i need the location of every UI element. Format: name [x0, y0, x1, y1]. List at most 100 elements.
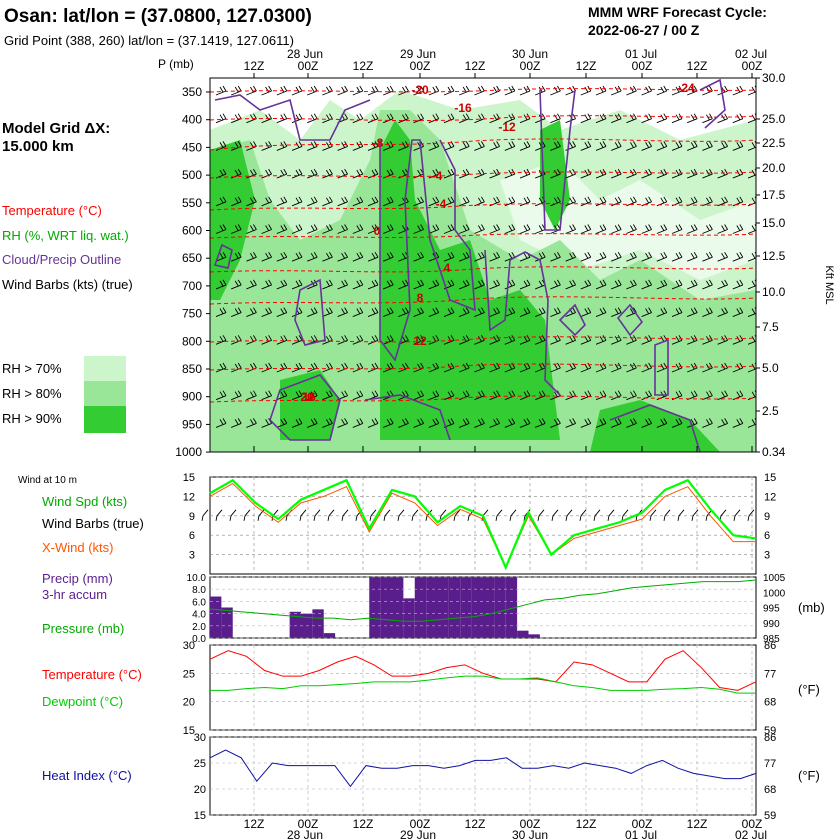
precip-ticks: 0.02.04.0 6.08.010.0	[187, 573, 207, 645]
dewpoint-label: Dewpoint (°C)	[42, 694, 123, 709]
wind-barb	[367, 224, 379, 234]
wind-barb	[717, 390, 728, 401]
wind-barb	[519, 224, 531, 234]
temperature-contour-label: -12	[498, 120, 516, 134]
wind-barb-stroke	[383, 224, 394, 234]
wind-barb-stroke	[489, 251, 500, 262]
wind-barb	[246, 418, 257, 428]
wind-barb-stroke	[595, 224, 607, 234]
wind-barb-stroke	[231, 168, 242, 179]
wind-barb-stroke	[459, 251, 470, 262]
temp-contour-7	[210, 266, 756, 273]
wind-barb-stroke	[732, 279, 744, 290]
wind-barb-stroke	[580, 279, 592, 290]
wind-barb-stroke	[595, 168, 607, 179]
wind-barb	[337, 307, 348, 318]
height-tick-label: 0.34	[762, 445, 786, 459]
wind-barb-stroke	[231, 85, 242, 96]
wind-barb-stroke	[276, 196, 288, 207]
bottom-day-label: 01 Jul	[625, 828, 657, 840]
wind-barb-stroke	[443, 251, 455, 262]
wind-barb	[489, 279, 500, 290]
wind-barb-stroke	[352, 251, 364, 262]
precip-bar	[460, 577, 472, 638]
wind-barb-stroke	[626, 113, 637, 124]
wind-barb	[626, 251, 637, 262]
wind-barb	[550, 418, 561, 428]
wind-barb-stroke	[732, 196, 744, 207]
wind-barb-stroke	[641, 141, 652, 151]
wind-barb-stroke	[580, 335, 592, 345]
wind-barb	[276, 279, 288, 290]
wind-barb	[504, 224, 516, 234]
wind-10m-barbs	[201, 509, 755, 521]
wind-barb-stroke	[732, 251, 744, 262]
wind-barb	[383, 85, 394, 96]
wind-barb	[367, 251, 379, 262]
pressure-tick: 990	[763, 619, 780, 630]
pressure-tick-label: 950	[182, 417, 202, 431]
wind-10m-barb	[495, 509, 503, 521]
bottom-hour-label: 12Z	[465, 817, 486, 831]
wind-barb-stroke	[459, 196, 470, 207]
wind-barb	[291, 279, 303, 290]
temp-contour-4	[210, 171, 756, 179]
wind-barb	[656, 85, 668, 96]
wind-barb	[383, 307, 394, 318]
wind-barb-stroke	[215, 224, 227, 234]
heat-index-tick: 25	[194, 758, 206, 770]
wind-barb-stroke	[474, 307, 485, 318]
wind-barb	[489, 307, 500, 318]
wind-barb	[322, 279, 333, 290]
wind-barb	[352, 113, 364, 124]
wind-barb	[231, 224, 242, 234]
wind-barb	[352, 307, 364, 318]
precip-bar	[392, 577, 404, 638]
wind-barb	[702, 251, 713, 262]
wind-barb	[687, 335, 698, 345]
wind-barb	[261, 279, 272, 290]
wind-barb-stroke	[474, 390, 485, 401]
precip-label: Precip (mm)	[42, 571, 113, 586]
cross-section-frame	[209, 77, 757, 453]
wind-panel: Wind at 10 m 3 3 6 6 9 9 12 12 15 15 Wind Spd (kt…	[18, 472, 776, 575]
wind-barb-stroke	[519, 307, 531, 318]
temp-f-ticks: 59 68 77 86	[764, 640, 776, 737]
heat-index-line	[209, 749, 757, 788]
wind-barb	[656, 251, 668, 262]
wind-barb-stroke	[687, 251, 698, 262]
wind-barb-stroke	[246, 196, 257, 207]
temp-contour-11	[210, 395, 756, 403]
wind-barb-stroke	[732, 141, 744, 151]
wind-barb-stroke	[428, 362, 440, 373]
wind-barb-stroke	[291, 196, 303, 207]
temp-contour-1	[210, 88, 756, 93]
precip-bar	[221, 607, 233, 638]
cloud-outline-4	[539, 89, 576, 231]
precip-tick: 0.0	[192, 634, 206, 645]
wind-barb	[626, 279, 637, 290]
wind-barb-stroke	[367, 279, 379, 290]
wind-barb-stroke	[322, 141, 333, 151]
temp-ticks: 15 20 25 30	[183, 640, 195, 737]
wind-barb	[565, 362, 576, 373]
wind-10m-barb	[201, 509, 209, 521]
wind-barb	[671, 418, 683, 428]
precip-bar	[323, 633, 336, 638]
temperature-label: Temperature (°C)	[42, 667, 142, 682]
wind-barb	[398, 113, 409, 124]
wind-barb	[717, 279, 728, 290]
wind-barb-stroke	[489, 307, 500, 318]
wind-barb	[656, 141, 668, 151]
pressure-unit-label: (mb)	[798, 600, 825, 615]
wind-barb	[276, 307, 288, 318]
wind-barb	[595, 362, 607, 373]
cloud-outlines	[213, 78, 726, 452]
wind-barb	[535, 418, 546, 428]
wind-barb	[337, 196, 348, 207]
wind-barb	[322, 418, 333, 428]
p-axis-label: P (mb)	[158, 57, 194, 71]
wind-barb-stroke	[580, 224, 592, 234]
wind-barb	[291, 418, 303, 428]
